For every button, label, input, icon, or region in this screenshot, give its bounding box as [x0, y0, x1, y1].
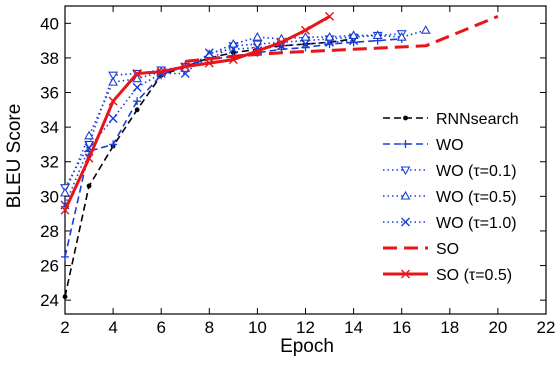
data-point-marker	[84, 153, 94, 163]
data-point-marker	[84, 130, 94, 140]
legend-label: WO (τ=0.5)	[436, 189, 517, 206]
data-point-marker	[204, 58, 214, 68]
series-line	[63, 15, 331, 211]
data-point-marker	[252, 46, 262, 56]
legend-label: WO (τ=1.0)	[436, 215, 517, 232]
data-point-marker	[420, 25, 431, 34]
legend-entry: WO	[383, 137, 464, 154]
data-point-marker	[60, 187, 70, 197]
x-tick-label: 22	[537, 318, 556, 337]
y-tick-label: 34	[40, 118, 59, 137]
series-lines	[60, 11, 499, 300]
data-point-marker	[401, 140, 410, 148]
y-tick-label: 24	[40, 291, 59, 310]
data-point-marker	[300, 32, 311, 41]
data-point-marker	[325, 11, 335, 21]
y-tick-label: 28	[40, 222, 59, 241]
legend-label: WO	[436, 137, 464, 154]
legend-entry: WO (τ=0.1)	[383, 163, 517, 180]
series-line	[185, 15, 499, 63]
x-tick-label: 6	[156, 318, 165, 337]
legend-entry: RNNsearch	[383, 111, 519, 128]
y-tick-label: 38	[40, 49, 59, 68]
data-point-marker	[86, 183, 92, 189]
data-point-marker	[324, 32, 335, 41]
data-point-marker	[180, 68, 190, 78]
series-wo	[61, 34, 406, 261]
x-tick-label: 10	[248, 318, 267, 337]
x-tick-label: 18	[440, 318, 459, 337]
data-point-marker	[349, 36, 359, 46]
legend-entry: SO	[383, 241, 459, 258]
data-point-marker	[204, 48, 214, 58]
data-point-marker	[108, 96, 118, 106]
data-point-marker	[61, 252, 69, 261]
series-so	[185, 15, 499, 63]
data-point-marker	[180, 62, 190, 72]
data-point-marker	[62, 294, 68, 300]
y-tick-label: 36	[40, 84, 59, 103]
series-rnnsearch	[62, 36, 356, 300]
data-point-marker	[228, 44, 238, 54]
legend-label: WO (τ=0.1)	[436, 163, 517, 180]
x-tick-label: 8	[205, 318, 214, 337]
data-point-marker	[108, 77, 119, 86]
data-point-marker	[372, 30, 383, 39]
series-line	[64, 39, 354, 206]
legend-label: SO	[436, 241, 459, 258]
data-point-marker	[132, 68, 142, 78]
data-point-marker	[348, 30, 359, 39]
data-point-marker	[60, 205, 70, 215]
data-point-marker	[403, 115, 408, 121]
series-so-0-5	[60, 11, 335, 215]
data-point-marker	[108, 113, 118, 123]
data-point-marker	[108, 71, 119, 81]
data-point-marker	[401, 269, 410, 279]
x-tick-label: 20	[488, 318, 507, 337]
legend-entry: SO (τ=0.5)	[383, 267, 512, 284]
x-axis-title: Epoch	[280, 336, 334, 357]
data-point-marker	[400, 166, 411, 176]
data-point-marker	[132, 82, 142, 92]
x-tick-label: 16	[392, 318, 411, 337]
series-line	[64, 38, 402, 258]
y-tick-label: 30	[40, 187, 59, 206]
legend-label: SO (τ=0.5)	[436, 267, 512, 284]
data-point-marker	[228, 38, 239, 48]
x-tick-label: 14	[344, 318, 363, 337]
data-point-marker	[276, 37, 286, 47]
data-point-marker	[133, 97, 142, 106]
data-point-marker	[134, 107, 140, 113]
data-point-marker	[401, 217, 410, 227]
y-tick-label: 26	[40, 257, 59, 276]
y-tick-label: 32	[40, 153, 59, 172]
data-point-marker	[325, 37, 335, 47]
y-tick-label: 40	[40, 14, 59, 33]
series-line	[64, 38, 354, 297]
legend-label: RNNsearch	[436, 111, 519, 128]
data-point-marker	[228, 55, 238, 65]
legend-entry: WO (τ=0.5)	[383, 189, 517, 206]
data-point-marker	[156, 67, 166, 77]
data-point-marker	[301, 25, 310, 35]
x-tick-label: 12	[296, 318, 315, 337]
y-axis-title: BLEU Score	[4, 104, 25, 209]
data-point-marker	[396, 32, 407, 41]
data-point-marker	[400, 190, 411, 200]
legend: RNNsearch WO WO (τ=0.1) WO (τ=0.5) WO (τ=1.0…	[383, 111, 519, 284]
data-point-marker	[252, 32, 263, 41]
x-tick-label: 4	[108, 318, 117, 337]
data-point-marker	[109, 140, 118, 149]
data-point-marker	[132, 73, 143, 83]
data-point-marker	[301, 39, 310, 49]
legend-entry: WO (τ=1.0)	[383, 215, 517, 232]
x-tick-label: 2	[60, 318, 69, 337]
